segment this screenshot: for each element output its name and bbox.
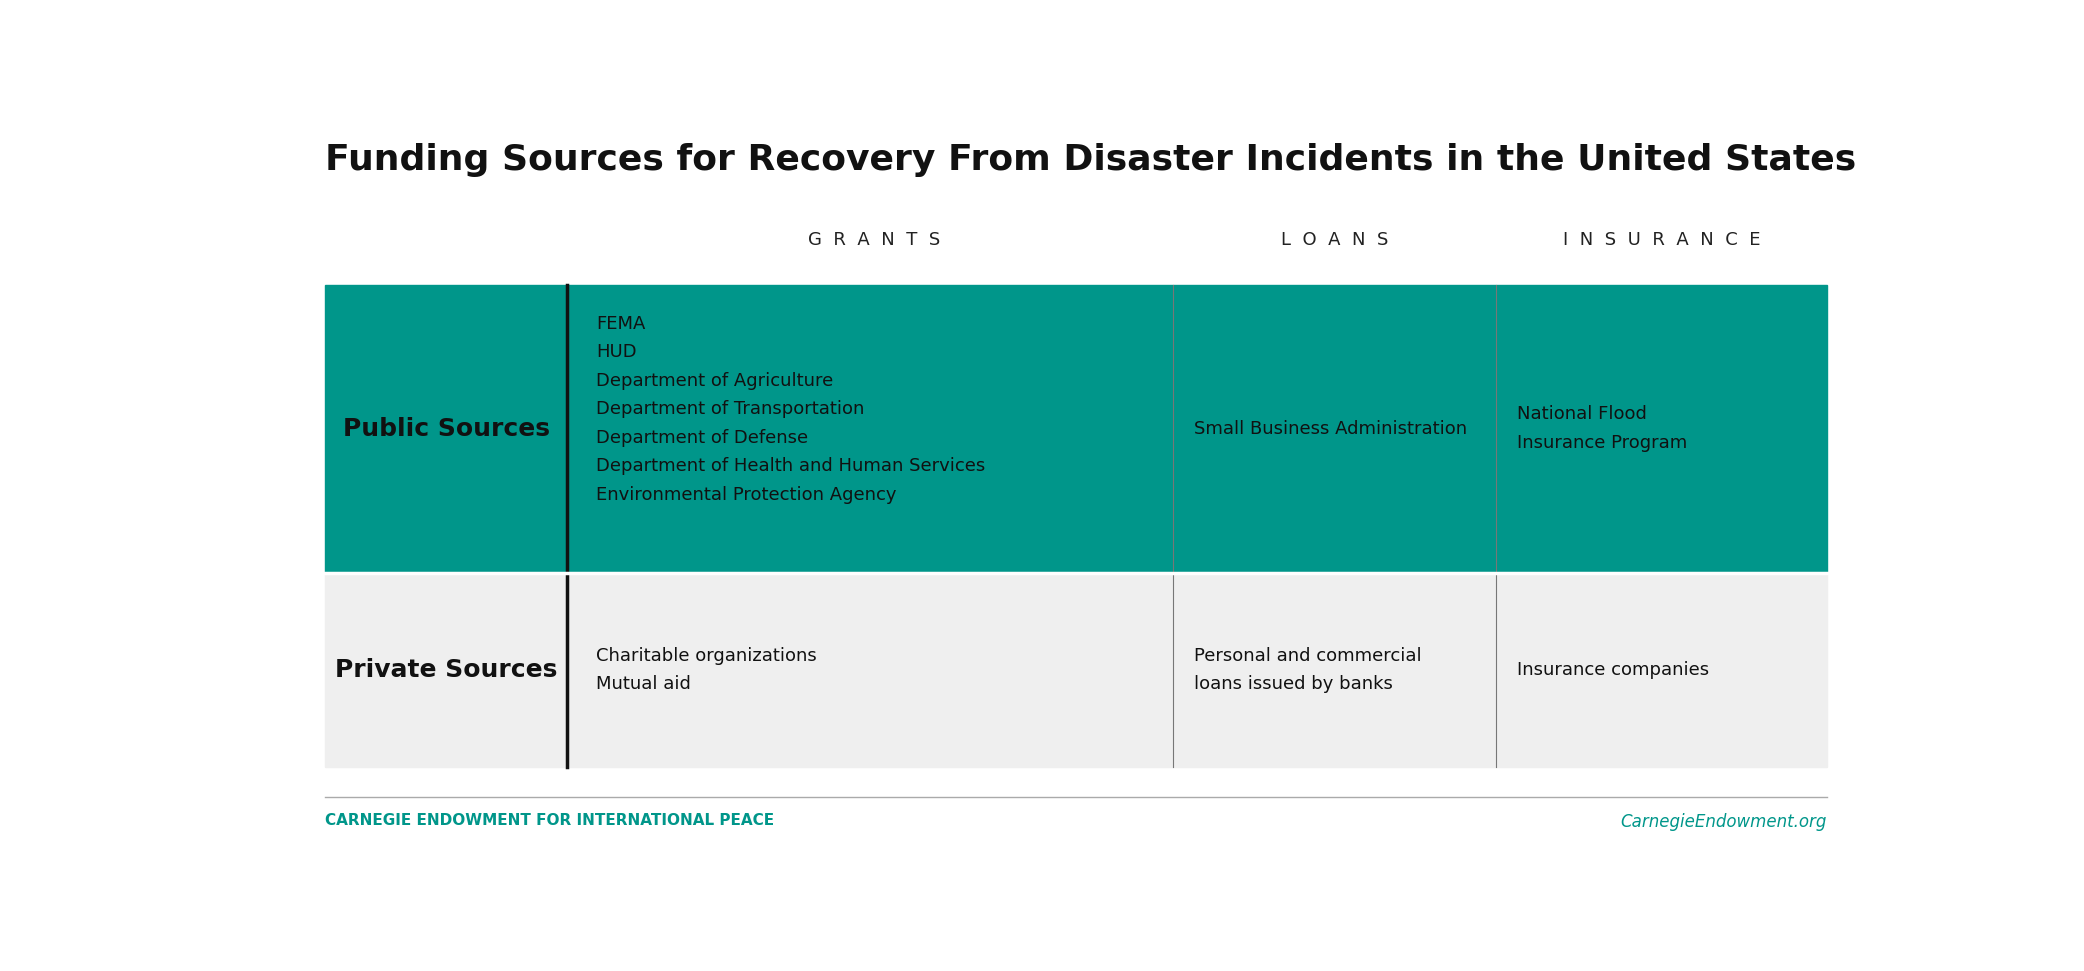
Text: CarnegieEndowment.org: CarnegieEndowment.org — [1621, 814, 1828, 831]
Text: I  N  S  U  R  A  N  C  E: I N S U R A N C E — [1563, 231, 1761, 249]
Text: Public Sources: Public Sources — [342, 417, 550, 441]
Text: L  O  A  N  S: L O A N S — [1282, 231, 1388, 249]
Bar — [325, 573, 1828, 767]
Bar — [325, 285, 1828, 573]
Text: FEMA
HUD
Department of Agriculture
Department of Transportation
Department of De: FEMA HUD Department of Agriculture Depar… — [596, 315, 986, 504]
Text: Personal and commercial
loans issued by banks: Personal and commercial loans issued by … — [1194, 647, 1421, 693]
Text: Insurance companies: Insurance companies — [1517, 661, 1709, 679]
Text: CARNEGIE ENDOWMENT FOR INTERNATIONAL PEACE: CARNEGIE ENDOWMENT FOR INTERNATIONAL PEA… — [325, 814, 775, 828]
Text: G  R  A  N  T  S: G R A N T S — [809, 231, 940, 249]
Text: Charitable organizations
Mutual aid: Charitable organizations Mutual aid — [596, 647, 817, 693]
Text: Private Sources: Private Sources — [336, 657, 556, 682]
Text: National Flood
Insurance Program: National Flood Insurance Program — [1517, 406, 1688, 452]
Text: Small Business Administration: Small Business Administration — [1194, 419, 1467, 438]
Text: Funding Sources for Recovery From Disaster Incidents in the United States: Funding Sources for Recovery From Disast… — [325, 143, 1857, 177]
